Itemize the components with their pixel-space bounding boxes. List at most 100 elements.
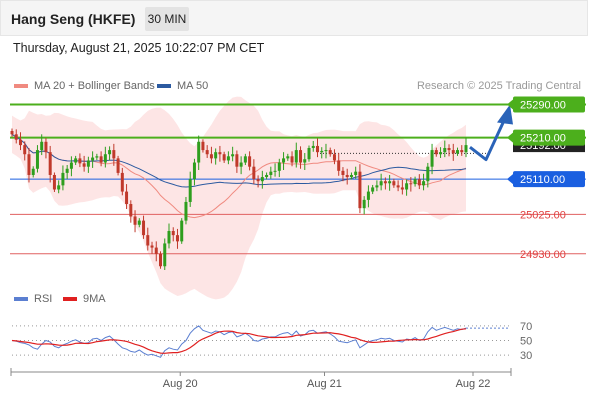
level-label-text: 25110.00 [520,174,565,186]
candle [201,139,205,153]
candle-body [95,156,99,158]
candle-body [464,145,468,153]
candle [439,147,443,158]
candle [137,218,141,228]
candle-body [252,166,256,180]
candle [388,174,392,191]
candle [159,251,163,269]
forecast-arrow [469,104,513,162]
candle [409,177,413,192]
legend-item-rsi: RSI [14,293,52,305]
candle-body [286,156,290,159]
candle [311,140,315,152]
candle [78,153,82,168]
candle-body [201,141,205,151]
candle-body [205,150,209,155]
candle-body [324,150,328,152]
candle [31,166,35,178]
candle [299,146,303,169]
candle-body [231,154,235,157]
candle [125,184,129,209]
rsi-tick-label: 30 [520,350,532,362]
candle-body [456,150,460,154]
candle [52,172,56,192]
candle-body [277,162,281,171]
candle-body [150,245,154,248]
candle-body [248,156,252,167]
level-label-pointer [507,99,513,110]
candle-body [91,157,95,161]
candle [277,158,281,178]
candle [341,167,345,182]
candle-body [133,216,137,225]
candle [324,143,328,159]
candle-body [366,191,370,200]
timeframe-button[interactable]: 30 MIN [145,7,189,31]
candle [44,138,48,159]
price-level-labels: 25192.0025290.0025210.0025110.0025025.00… [507,96,585,261]
candle [303,152,307,170]
candle-body [239,162,243,167]
level-label-box [513,171,585,188]
candle-body [460,150,464,153]
candle-body [61,172,65,186]
candle [103,146,107,168]
copyright-text: Research © 2025 Trading Central [416,80,581,92]
candle [430,143,434,175]
candle [451,143,455,161]
candle-body [341,170,345,175]
candle-body [18,139,22,146]
candle [405,179,409,196]
candle [239,156,243,175]
candle-body [299,150,303,163]
candle-body [78,158,82,164]
candle-body [273,170,277,172]
candle [400,179,404,195]
candle-body [290,156,294,163]
candle-body [82,163,86,167]
candle [286,153,290,161]
candle-body [379,181,383,186]
candle [86,156,90,173]
candle [188,171,192,207]
legend-label-ma50: MA 50 [177,80,209,92]
candle-body [129,204,133,217]
candle-body [439,152,443,155]
candle [392,178,396,188]
candle [345,168,349,185]
candle [383,177,387,190]
legend-label-ma20: MA 20 + Bollinger Bands [34,80,155,92]
candle [129,200,133,223]
instrument-title: Hang Seng (HKFE) [11,11,136,27]
candle [422,173,426,191]
candle [460,145,464,156]
legend-item-ma20: MA 20 + Bollinger Bands [14,80,155,92]
candle [40,134,44,156]
level-label-text: 25290.00 [520,99,566,111]
candle [417,174,421,190]
candle-body [23,145,27,155]
candle [443,140,447,158]
candle [248,151,252,171]
candle-body [392,181,396,186]
candle [243,153,247,166]
rsi-tick-label: 70 [520,321,532,333]
candle-body [10,131,14,135]
rsi-ma-line [11,328,467,354]
candle-body [137,220,141,225]
candle [349,172,353,180]
candle [315,138,319,158]
candle [61,165,65,191]
candle [23,141,27,161]
rsi-panel: 70 50 30 [11,321,532,362]
candle [209,146,213,164]
candle-body [222,154,226,161]
candle [307,145,311,162]
candle-body [188,179,192,202]
candle [163,238,167,270]
candle [133,210,137,233]
candle [108,146,112,161]
candle [91,151,95,168]
candle-body [434,150,438,155]
